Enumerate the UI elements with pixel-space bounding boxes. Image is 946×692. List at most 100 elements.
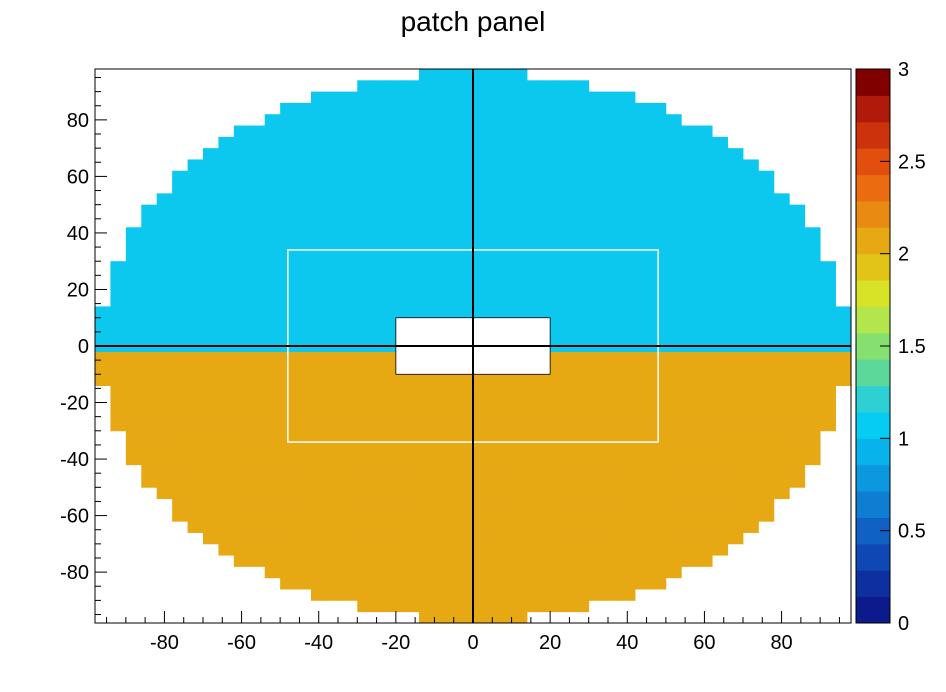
heatmap-cell: [588, 498, 605, 511]
heatmap-cell: [773, 396, 790, 409]
heatmap-cell: [233, 362, 250, 375]
heatmap-cell: [280, 125, 296, 138]
heatmap-cell: [172, 385, 188, 398]
heatmap-cell: [295, 114, 312, 126]
heatmap-cell: [820, 374, 836, 386]
heatmap-cell: [604, 238, 620, 251]
heatmap-cell: [480, 306, 497, 319]
heatmap-cell: [372, 408, 389, 420]
heatmap-cell: [233, 215, 250, 228]
heatmap-cell: [650, 577, 667, 590]
heatmap-cell: [156, 362, 173, 375]
colorbar-swatch: [856, 464, 890, 492]
heatmap-cell: [665, 442, 682, 454]
heatmap-cell: [311, 419, 327, 432]
heatmap-cell: [203, 498, 219, 511]
heatmap-cell: [311, 498, 327, 511]
heatmap-cell: [511, 442, 528, 454]
heatmap-cell: [511, 521, 528, 533]
heatmap-cell: [110, 419, 127, 432]
heatmap-cell: [511, 374, 528, 386]
heatmap-cell: [419, 611, 435, 624]
heatmap-cell: [665, 306, 682, 319]
heatmap-cell: [712, 351, 728, 364]
heatmap-cell: [388, 543, 404, 556]
heatmap-cell: [743, 283, 759, 296]
heatmap-cell: [527, 136, 543, 149]
heatmap-cell: [218, 487, 235, 500]
heatmap-cell: [295, 521, 312, 533]
heatmap-cell: [557, 419, 574, 432]
heatmap-cell: [311, 306, 327, 319]
heatmap-cell: [573, 532, 590, 545]
heatmap-cell: [758, 509, 775, 522]
heatmap-cell: [727, 193, 744, 206]
heatmap-cell: [665, 476, 682, 488]
heatmap-cell: [712, 453, 728, 466]
heatmap-cell: [449, 532, 466, 545]
heatmap-cell: [264, 295, 281, 307]
heatmap-cell: [449, 442, 466, 454]
heatmap-cell: [372, 521, 389, 533]
heatmap-cell: [341, 272, 358, 285]
heatmap-cell: [557, 543, 574, 556]
heatmap-cell: [280, 509, 296, 522]
heatmap-cell: [712, 317, 728, 330]
heatmap-cell: [542, 249, 559, 262]
heatmap-cell: [372, 600, 389, 613]
heatmap-cell: [604, 509, 620, 522]
heatmap-cell: [233, 283, 250, 296]
heatmap-cell: [172, 430, 188, 443]
heatmap-cell: [233, 396, 250, 409]
heatmap-cell: [681, 419, 698, 432]
heatmap-cell: [233, 295, 250, 307]
heatmap-cell: [573, 600, 590, 613]
heatmap-cell: [619, 114, 636, 126]
heatmap-cell: [357, 408, 374, 420]
heatmap-cell: [326, 521, 343, 533]
heatmap-cell: [341, 102, 358, 115]
heatmap-cell: [388, 430, 404, 443]
heatmap-cell: [233, 351, 250, 364]
heatmap-cell: [388, 566, 404, 579]
heatmap-cell: [295, 159, 312, 172]
heatmap-cell: [604, 215, 620, 228]
heatmap-cell: [388, 182, 404, 194]
heatmap-cell: [419, 532, 435, 545]
heatmap-cell: [480, 487, 497, 500]
heatmap-cell: [527, 442, 543, 454]
heatmap-cell: [249, 329, 266, 341]
heatmap-cell: [619, 182, 636, 194]
heatmap-cell: [480, 91, 497, 104]
heatmap-cell: [619, 577, 636, 590]
heatmap-cell: [326, 272, 343, 285]
heatmap-cell: [172, 442, 188, 454]
x-tick-label: -40: [304, 632, 333, 654]
heatmap-cell: [388, 374, 404, 386]
heatmap-cell: [449, 543, 466, 556]
heatmap-cell: [635, 476, 651, 488]
heatmap-cell: [372, 532, 389, 545]
heatmap-cell: [187, 193, 204, 206]
heatmap-cell: [311, 351, 327, 364]
heatmap-cell: [712, 170, 728, 183]
heatmap-cell: [311, 125, 327, 138]
heatmap-cell: [357, 80, 374, 93]
heatmap-cell: [125, 442, 142, 454]
colorbar-swatch: [856, 306, 890, 334]
heatmap-cell: [635, 408, 651, 420]
heatmap-cell: [712, 227, 728, 239]
heatmap-cell: [635, 238, 651, 251]
heatmap-cell: [372, 272, 389, 285]
heatmap-cell: [372, 227, 389, 239]
heatmap-cell: [557, 272, 574, 285]
heatmap-cell: [125, 249, 142, 262]
heatmap-cell: [527, 464, 543, 477]
heatmap-cell: [696, 385, 713, 398]
heatmap-cell: [635, 148, 651, 160]
heatmap-cell: [388, 136, 404, 149]
heatmap-cell: [434, 521, 451, 533]
heatmap-cell: [727, 442, 744, 454]
heatmap-cell: [326, 227, 343, 239]
heatmap-cell: [295, 249, 312, 262]
